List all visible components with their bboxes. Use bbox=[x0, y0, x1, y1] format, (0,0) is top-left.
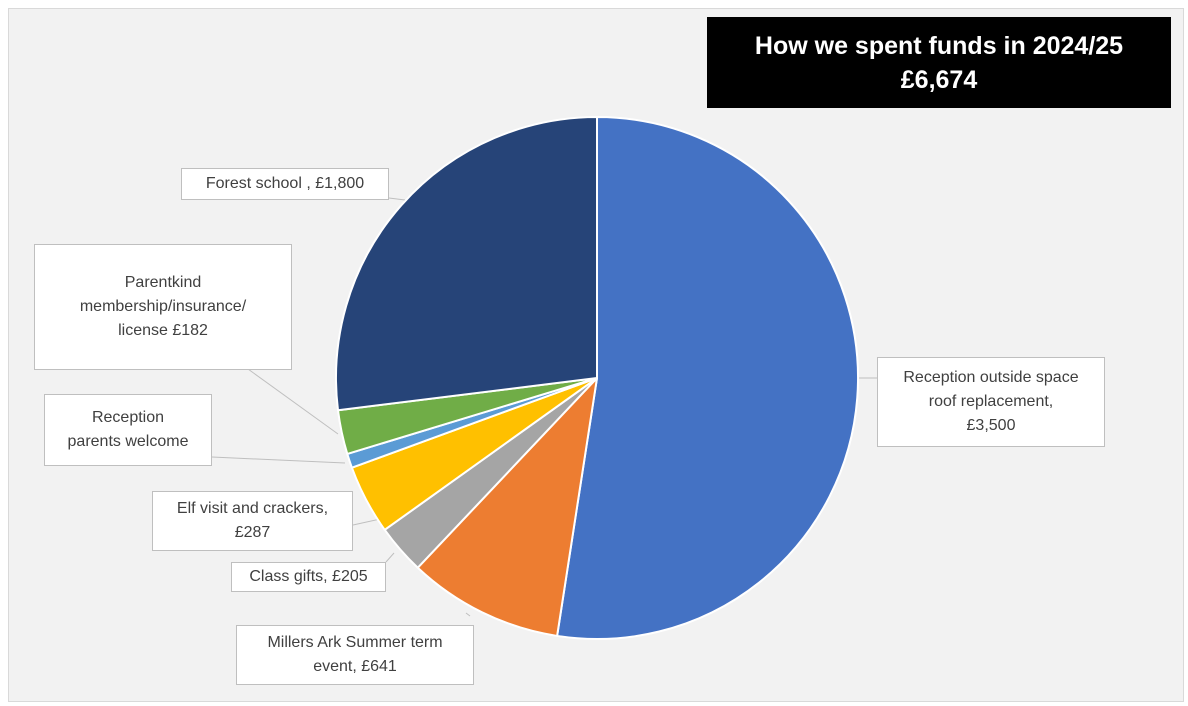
leader-line-parentkind bbox=[247, 368, 339, 435]
chart-title: How we spent funds in 2024/25 £6,674 bbox=[707, 17, 1171, 108]
pie-slice-1 bbox=[416, 377, 598, 637]
leader-line-millers bbox=[465, 612, 471, 617]
data-label-millers: Millers Ark Summer term event, £641 bbox=[236, 625, 474, 685]
leader-line-welcome bbox=[211, 456, 346, 464]
data-label-elf: Elf visit and crackers, £287 bbox=[152, 491, 353, 551]
data-label-forest: Forest school , £1,800 bbox=[181, 168, 389, 200]
chart-title-total: £6,674 bbox=[900, 65, 978, 94]
data-label-welcome: Reception parents welcome bbox=[44, 394, 212, 466]
chart-title-line1: How we spent funds in 2024/25 bbox=[754, 31, 1124, 60]
leader-lines bbox=[211, 197, 877, 617]
data-label-roof: Reception outside space roof replacement… bbox=[877, 357, 1105, 447]
data-label-gifts: Class gifts, £205 bbox=[231, 562, 386, 592]
leader-line-forest bbox=[388, 197, 406, 201]
pie-slice-0 bbox=[556, 116, 859, 640]
pie-slice-6 bbox=[335, 116, 598, 412]
leader-line-gifts bbox=[385, 552, 395, 563]
data-label-parentkind: Parentkind membership/insurance/ license… bbox=[34, 244, 292, 370]
